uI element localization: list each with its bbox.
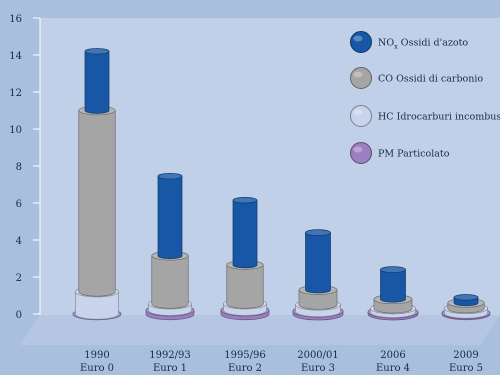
bar-body bbox=[151, 255, 189, 309]
legend-swatch-highlight bbox=[353, 71, 363, 78]
legend-label-rest: Ossidi d'azoto bbox=[398, 38, 469, 49]
legend-item: CO Ossidi di carbonio bbox=[350, 67, 483, 89]
bar-body bbox=[157, 175, 183, 259]
y-tick-label: 2 bbox=[16, 273, 22, 284]
bar-top bbox=[453, 294, 479, 301]
y-tick-label: 4 bbox=[16, 236, 22, 247]
legend-label: HC Idrocarburi incombusti bbox=[378, 112, 500, 123]
legend-label-subscript: x bbox=[394, 43, 398, 51]
bar-segment bbox=[78, 105, 116, 297]
bar-top bbox=[84, 48, 110, 55]
bar-stack bbox=[367, 266, 419, 321]
legend-item: NOx Ossidi d'azoto bbox=[350, 31, 468, 53]
bar-top bbox=[305, 229, 331, 236]
x-tick-sublabel: Euro 2 bbox=[228, 363, 262, 374]
legend-label: PM Particolato bbox=[378, 149, 450, 160]
y-tick-label: 0 bbox=[16, 310, 22, 321]
bar-stack bbox=[292, 229, 344, 321]
bar-segment bbox=[380, 266, 406, 303]
x-axis: 1990 Euro 0 1992/93 Euro 1 1995/96 Euro 2 2000… bbox=[80, 350, 483, 374]
bar-body bbox=[226, 264, 264, 309]
x-tick-label: 1990 bbox=[84, 350, 109, 361]
x-tick-sublabel: Euro 1 bbox=[153, 363, 187, 374]
legend-label-main: CO Ossidi di carbonio bbox=[378, 74, 483, 85]
bar-stack bbox=[441, 294, 491, 321]
bar-segment bbox=[305, 229, 331, 294]
bar-segment bbox=[151, 250, 189, 309]
legend-swatch bbox=[350, 142, 372, 164]
y-tick-label: 14 bbox=[9, 51, 22, 62]
legend: NOx Ossidi d'azoto CO Ossidi di carbonio H… bbox=[350, 31, 500, 164]
x-tick-label: 2006 bbox=[380, 350, 405, 361]
y-tick-label: 6 bbox=[16, 199, 22, 210]
legend-label: NOx Ossidi d'azoto bbox=[378, 38, 468, 51]
bar-top bbox=[232, 196, 258, 204]
legend-swatch-highlight bbox=[353, 35, 363, 42]
x-tick-sublabel: Euro 3 bbox=[301, 363, 335, 374]
x-tick-sublabel: Euro 5 bbox=[449, 363, 483, 374]
bar-body bbox=[232, 199, 258, 269]
bar-body bbox=[298, 289, 338, 310]
y-tick-label: 8 bbox=[16, 162, 22, 173]
legend-label-main: PM Particolato bbox=[378, 149, 450, 160]
legend-item: PM Particolato bbox=[350, 142, 450, 164]
legend-swatch bbox=[350, 31, 372, 53]
bar-body bbox=[75, 291, 119, 320]
bar-top bbox=[157, 172, 183, 180]
x-tick-sublabel: Euro 4 bbox=[376, 363, 410, 374]
x-tick-label: 1995/96 bbox=[224, 350, 266, 361]
y-axis: 0 2 4 6 8 10 12 14 16 bbox=[9, 14, 40, 321]
legend-label-main: HC Idrocarburi incombusti bbox=[378, 112, 500, 123]
bar-body bbox=[84, 50, 110, 114]
y-tick-label: 10 bbox=[9, 125, 22, 136]
bar-segment bbox=[84, 48, 110, 114]
bar-stack bbox=[220, 196, 270, 321]
plot-backwall bbox=[40, 18, 500, 315]
bar-segment bbox=[453, 294, 479, 307]
bar-segment bbox=[157, 172, 183, 259]
legend-label: CO Ossidi di carbonio bbox=[378, 74, 483, 85]
x-tick-label: 2009 bbox=[453, 350, 478, 361]
legend-swatch-highlight bbox=[353, 109, 363, 116]
x-tick-label: 1992/93 bbox=[149, 350, 191, 361]
bar-body bbox=[305, 232, 331, 294]
bars bbox=[72, 48, 491, 321]
plot-floor bbox=[20, 315, 500, 345]
bar-stack bbox=[145, 172, 195, 321]
bar-top bbox=[380, 266, 406, 273]
legend-swatch-highlight bbox=[353, 146, 363, 153]
bar-body bbox=[380, 269, 406, 303]
legend-label-main: NO bbox=[378, 38, 394, 49]
bar-body bbox=[78, 110, 116, 297]
y-tick-label: 12 bbox=[9, 88, 22, 99]
legend-item: HC Idrocarburi incombusti bbox=[350, 105, 500, 127]
bar-stack bbox=[72, 48, 122, 321]
x-tick-sublabel: Euro 0 bbox=[80, 363, 114, 374]
legend-swatch bbox=[350, 105, 372, 127]
legend-swatch bbox=[350, 67, 372, 89]
bar-segment bbox=[232, 196, 258, 269]
x-tick-label: 2000/01 bbox=[297, 350, 339, 361]
y-tick-label: 16 bbox=[9, 14, 22, 25]
